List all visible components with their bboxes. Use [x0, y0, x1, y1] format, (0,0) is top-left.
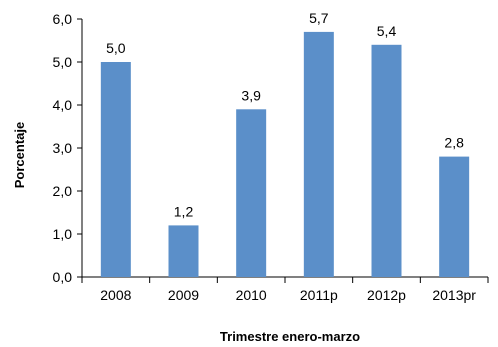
category-label: 2013pr: [432, 287, 476, 303]
category-label: 2008: [100, 287, 131, 303]
bar: [371, 44, 402, 277]
data-label: 1,2: [174, 203, 194, 219]
y-tick-label: 3,0: [53, 140, 73, 156]
y-tick-label: 6,0: [53, 11, 73, 27]
data-label: 3,9: [241, 87, 261, 103]
y-tick-label: 2,0: [53, 183, 73, 199]
category-label: 2009: [168, 287, 199, 303]
plot-area: 0,0 1,0 2,0 3,0 4,0 5,0 6,0 5,0 2008 1,2 2009 3,9 20…: [53, 10, 489, 303]
bar: [439, 156, 470, 277]
y-tick-label: 1,0: [53, 226, 73, 242]
y-tick-label: 4,0: [53, 97, 73, 113]
category-label: 2010: [236, 287, 267, 303]
data-label: 5,0: [106, 40, 126, 56]
y-tick-label: 5,0: [53, 54, 73, 70]
bar: [303, 31, 334, 278]
y-tick-label: 0,0: [53, 269, 73, 285]
data-label: 5,4: [377, 23, 397, 39]
y-axis-title: Porcentaje: [12, 122, 27, 188]
category-label: 2011p: [300, 287, 338, 303]
bar: [168, 225, 199, 277]
bar: [100, 62, 131, 277]
x-axis-title: Trimestre enero-marzo: [220, 329, 360, 344]
bar: [236, 109, 267, 277]
category-label: 2012p: [367, 287, 406, 303]
data-label: 5,7: [309, 10, 329, 26]
data-label: 2,8: [444, 135, 464, 151]
